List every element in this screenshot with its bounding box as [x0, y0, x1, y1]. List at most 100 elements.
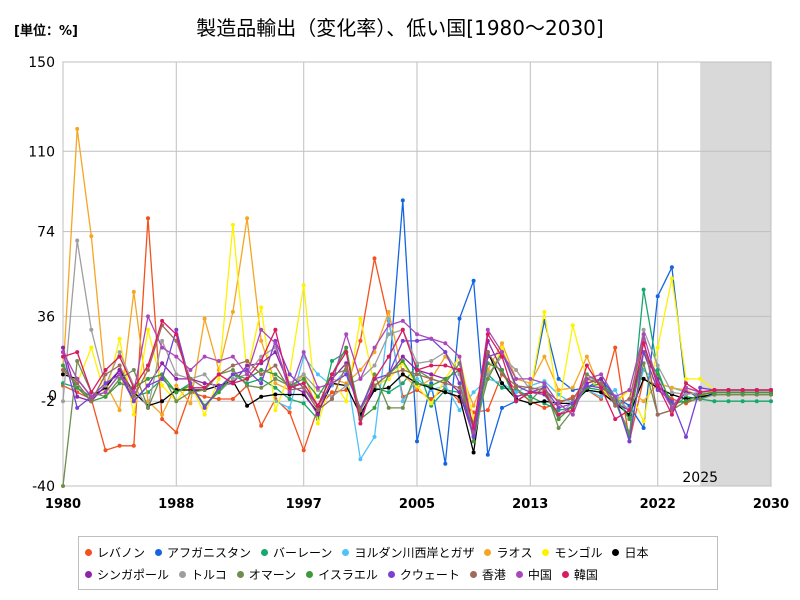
data-point — [202, 405, 207, 410]
series-14 — [61, 318, 773, 430]
data-point — [273, 385, 278, 390]
data-point — [330, 390, 334, 395]
data-point — [301, 283, 306, 288]
data-point — [500, 345, 504, 350]
data-point — [457, 385, 462, 390]
data-point — [613, 394, 618, 399]
legend-label: レバノン — [97, 545, 146, 560]
data-point — [216, 376, 221, 381]
data-point — [372, 383, 377, 388]
data-point — [75, 394, 80, 399]
data-point — [599, 385, 604, 390]
data-point — [103, 390, 108, 395]
data-point — [400, 405, 405, 410]
data-point — [245, 363, 250, 368]
legend-item: オマーン — [236, 563, 296, 585]
data-point — [216, 372, 221, 377]
legend-item: シンガポール — [85, 563, 169, 585]
data-point — [245, 216, 250, 221]
data-point — [556, 401, 561, 406]
data-point — [584, 372, 589, 377]
data-point — [570, 323, 575, 328]
data-point — [627, 439, 632, 444]
data-point — [358, 421, 363, 426]
data-point — [146, 368, 150, 372]
x-tick-label: 1980 — [45, 497, 81, 512]
legend-item: ラオス — [484, 541, 532, 563]
data-point — [188, 368, 193, 372]
data-point — [698, 390, 703, 395]
data-point — [386, 390, 391, 395]
data-point — [443, 376, 448, 381]
data-point — [669, 276, 674, 281]
data-point — [287, 410, 292, 415]
data-point — [358, 316, 363, 321]
data-point — [89, 345, 94, 350]
data-point — [230, 368, 235, 372]
data-point — [188, 390, 193, 395]
data-point — [75, 376, 80, 381]
data-point — [726, 388, 731, 392]
legend-marker — [261, 548, 269, 556]
legend-item: アフガニスタン — [155, 541, 251, 563]
data-point — [457, 354, 462, 359]
data-point — [160, 361, 165, 366]
data-point — [641, 376, 646, 381]
data-point — [372, 256, 377, 261]
data-point — [344, 350, 349, 355]
data-point — [117, 372, 122, 377]
data-point — [641, 341, 646, 346]
legend-marker — [179, 570, 187, 578]
data-point — [627, 388, 632, 392]
data-point — [500, 354, 504, 359]
legend-label: 中国 — [527, 567, 552, 582]
data-point — [117, 376, 122, 381]
y-tick-label: 110 — [28, 144, 55, 160]
data-point — [146, 405, 150, 410]
data-point — [443, 341, 448, 346]
data-point — [754, 388, 759, 392]
data-point — [358, 376, 363, 381]
data-point — [202, 381, 207, 386]
data-point — [372, 372, 377, 377]
legend-label: アフガニスタン — [167, 545, 252, 560]
data-point — [259, 338, 264, 343]
legend-marker — [155, 548, 163, 556]
legend-marker — [236, 570, 244, 578]
data-point — [75, 238, 80, 243]
x-tick-label: 2030 — [753, 497, 789, 512]
data-point — [117, 363, 122, 368]
data-point — [160, 318, 165, 323]
data-point — [386, 354, 391, 359]
data-point — [61, 484, 65, 488]
data-point — [301, 376, 306, 381]
data-point — [641, 350, 646, 355]
data-point — [443, 390, 448, 395]
legend-marker — [387, 570, 395, 578]
data-point — [230, 397, 235, 401]
data-point — [146, 383, 150, 388]
data-point — [669, 405, 674, 410]
data-point — [216, 385, 221, 390]
data-point — [684, 376, 688, 381]
legend-item: モンゴル — [542, 541, 602, 563]
legend-marker — [342, 548, 350, 556]
data-point — [684, 399, 688, 404]
legend-label: 香港 — [481, 567, 506, 582]
data-point — [315, 408, 320, 413]
data-point — [641, 426, 646, 430]
data-point — [400, 399, 405, 404]
data-point — [273, 408, 278, 413]
data-point — [245, 403, 250, 408]
data-point — [75, 350, 80, 355]
zero-label: 0 — [48, 389, 57, 405]
data-point — [556, 376, 561, 381]
data-point — [570, 408, 575, 413]
legend-marker — [561, 570, 569, 578]
data-point — [400, 368, 405, 372]
data-point — [344, 372, 349, 377]
data-point — [202, 412, 207, 417]
data-point — [429, 372, 434, 377]
data-point — [457, 316, 462, 321]
data-point — [627, 397, 632, 401]
